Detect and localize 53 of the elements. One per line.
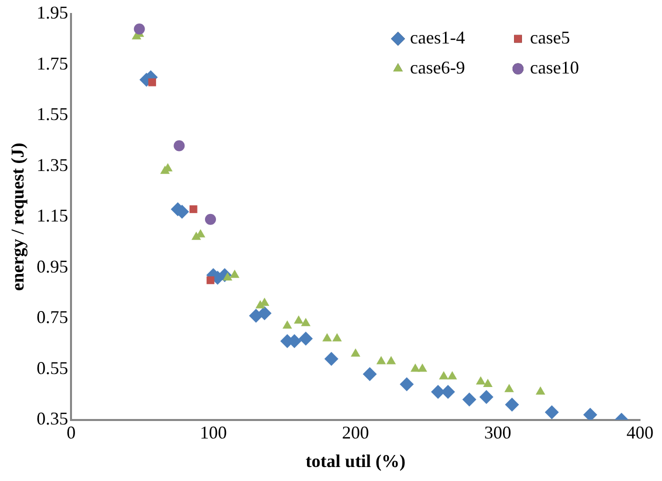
point	[386, 356, 396, 364]
point	[462, 392, 476, 406]
legend-label: case6-9	[410, 58, 465, 78]
point	[174, 140, 185, 152]
legend-label: case10	[530, 58, 579, 78]
point	[298, 332, 313, 346]
point	[483, 378, 493, 388]
point	[332, 333, 342, 342]
point	[362, 367, 377, 382]
point	[190, 205, 198, 214]
x-tick-label: 200	[342, 422, 370, 442]
legend-label: case5	[530, 28, 570, 48]
point	[479, 390, 494, 404]
point	[301, 318, 311, 326]
y-tick-label: 1.15	[36, 206, 68, 226]
point	[410, 364, 420, 372]
y-tick-label: 0.55	[36, 358, 68, 378]
point	[544, 405, 559, 420]
x-tick-label: 100	[200, 422, 227, 442]
point	[282, 320, 292, 329]
point	[583, 408, 598, 420]
point	[448, 371, 458, 380]
point	[350, 348, 360, 357]
y-tick-label: 0.35	[36, 408, 68, 429]
legend-label: caes1-4	[410, 28, 465, 48]
point	[206, 276, 214, 284]
point	[400, 377, 414, 392]
point	[134, 24, 145, 35]
point	[505, 398, 519, 412]
x-axis-title: total util (%)	[306, 450, 406, 471]
point	[376, 356, 386, 364]
x-tick-label: 400	[626, 422, 654, 442]
point	[476, 376, 486, 384]
point	[438, 371, 448, 380]
y-axis-title: energy / request (J)	[7, 142, 28, 291]
y-tick-label: 1.35	[36, 154, 68, 175]
y-tick-label: 0.95	[36, 256, 68, 276]
point	[258, 306, 272, 320]
y-tick-label: 1.95	[36, 2, 68, 23]
point	[322, 333, 332, 342]
point	[418, 364, 428, 372]
point	[148, 78, 156, 86]
point	[504, 384, 514, 392]
point	[204, 214, 216, 225]
x-tick-label: 0	[66, 422, 76, 442]
y-tick-label: 0.75	[36, 307, 68, 328]
point	[536, 386, 546, 395]
x-tick-label: 300	[484, 422, 512, 442]
point	[324, 352, 338, 366]
point	[230, 270, 240, 278]
y-tick-label: 1.75	[36, 53, 68, 74]
point	[294, 315, 304, 324]
y-tick-label: 1.55	[36, 104, 68, 124]
